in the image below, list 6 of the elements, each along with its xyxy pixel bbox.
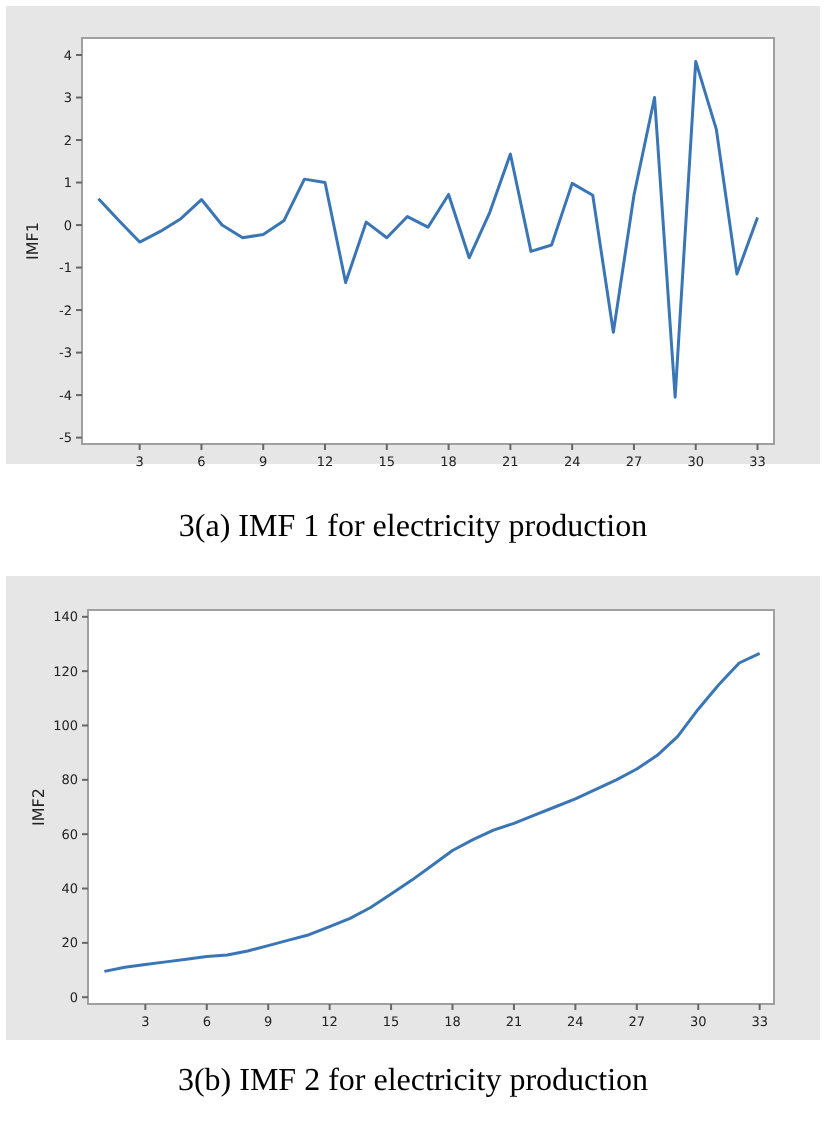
text: 3(a) IMF 1 for electricity production <box>178 510 648 544</box>
line-series <box>96 59 760 399</box>
line-series <box>102 651 762 973</box>
y-axis-title: IMF1 <box>24 222 42 260</box>
text: 3(b) IMF 2 for electricity production <box>177 1064 649 1098</box>
y-axis-title: IMF2 <box>30 788 48 826</box>
